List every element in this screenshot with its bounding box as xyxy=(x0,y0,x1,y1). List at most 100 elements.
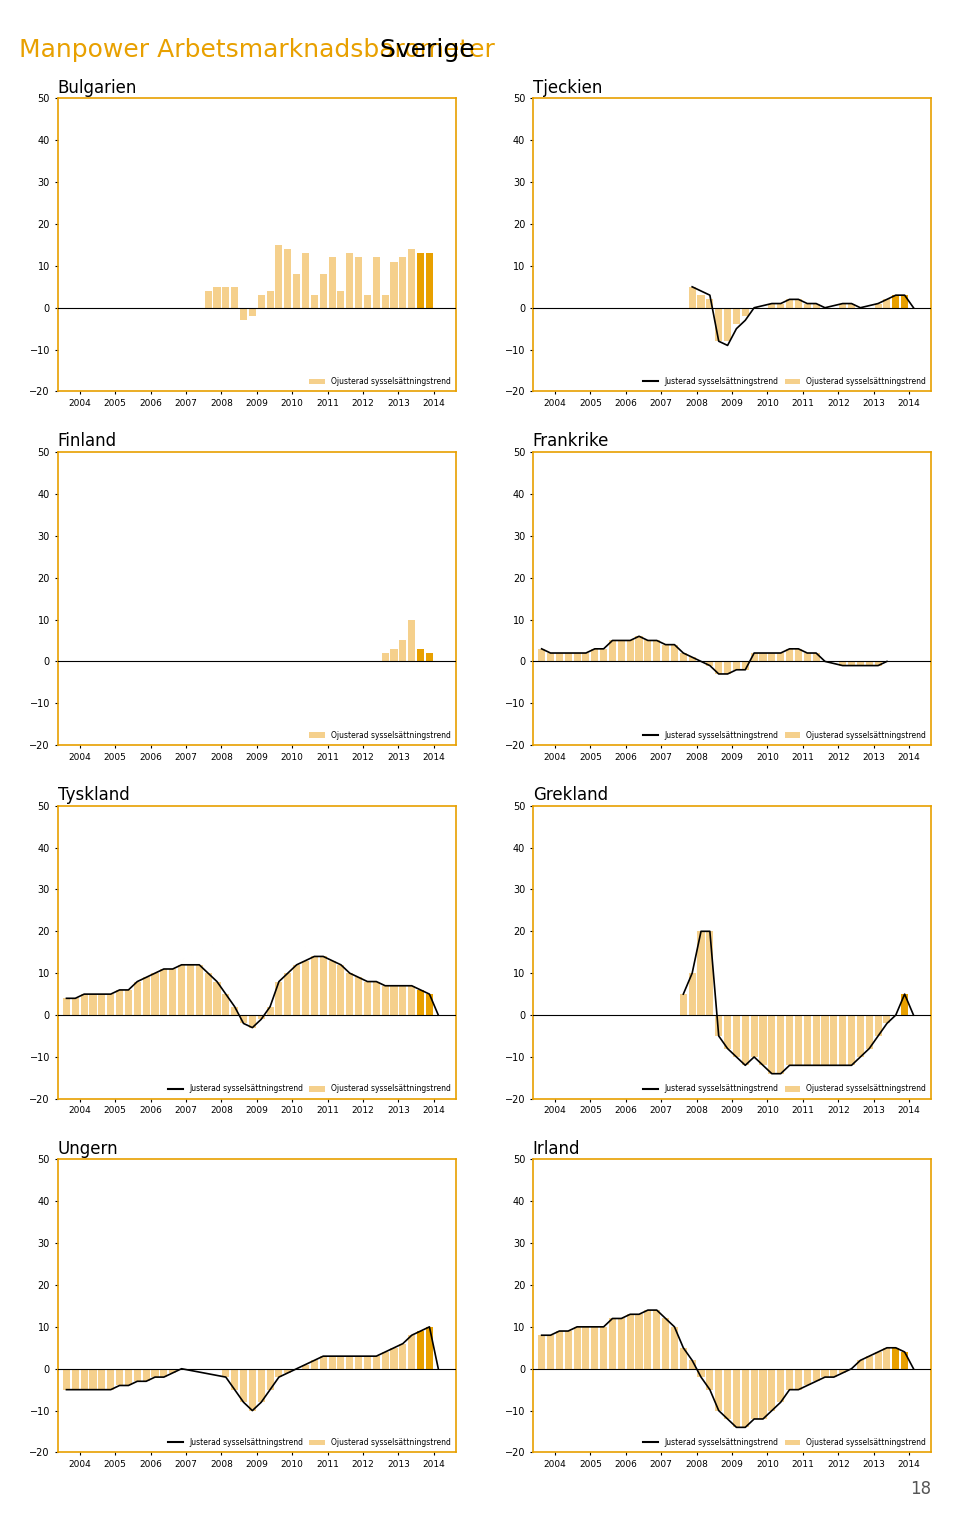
Bar xyxy=(391,1348,397,1369)
Bar xyxy=(257,295,265,307)
Legend: Justerad sysselsättningstrend, Ojusterad sysselsättningstrend: Justerad sysselsättningstrend, Ojusterad… xyxy=(165,1434,454,1449)
Text: Tjeckien: Tjeckien xyxy=(533,79,602,97)
Bar xyxy=(707,932,713,1015)
Bar xyxy=(724,661,732,673)
Bar xyxy=(231,287,238,307)
Bar xyxy=(267,1006,274,1015)
Bar xyxy=(742,1369,749,1427)
Bar xyxy=(564,1331,572,1369)
Legend: Justerad sysselsättningstrend, Ojusterad sysselsättningstrend: Justerad sysselsättningstrend, Ojusterad… xyxy=(640,1082,929,1097)
Bar xyxy=(901,295,908,307)
Bar xyxy=(688,287,696,307)
Bar xyxy=(618,640,625,661)
Bar xyxy=(830,1015,837,1065)
Bar xyxy=(223,287,229,307)
Bar xyxy=(98,1369,106,1389)
Bar xyxy=(249,1369,256,1410)
Bar xyxy=(382,986,389,1015)
Bar xyxy=(627,1315,634,1369)
Bar xyxy=(364,295,371,307)
Bar xyxy=(355,977,362,1015)
Legend: Ojusterad sysselsättningstrend: Ojusterad sysselsättningstrend xyxy=(306,374,454,389)
Bar xyxy=(426,1327,433,1369)
Bar xyxy=(196,965,203,1015)
Bar xyxy=(231,1369,238,1389)
Bar xyxy=(267,290,274,307)
Bar xyxy=(408,619,416,661)
Bar xyxy=(337,1356,345,1369)
Bar xyxy=(857,1015,864,1058)
Bar xyxy=(875,304,881,307)
Bar xyxy=(302,961,309,1015)
Bar xyxy=(257,1369,265,1403)
Bar xyxy=(293,965,300,1015)
Bar xyxy=(786,300,793,307)
Text: Ungern: Ungern xyxy=(58,1139,118,1157)
Bar xyxy=(901,994,908,1015)
Bar xyxy=(715,1369,722,1410)
Bar xyxy=(724,1369,732,1419)
Legend: Justerad sysselsättningstrend, Ojusterad sysselsättningstrend: Justerad sysselsättningstrend, Ojusterad… xyxy=(640,374,929,389)
Bar xyxy=(812,1369,820,1381)
Bar xyxy=(609,640,616,661)
Bar xyxy=(302,1365,309,1369)
Bar xyxy=(636,637,642,661)
Bar xyxy=(680,654,686,661)
Bar xyxy=(848,661,855,666)
Bar xyxy=(223,994,229,1015)
Bar xyxy=(732,1369,740,1427)
Bar xyxy=(751,1015,757,1058)
Bar xyxy=(240,1369,247,1403)
Bar xyxy=(204,290,211,307)
Bar xyxy=(133,1369,141,1381)
Bar xyxy=(284,250,291,307)
Bar xyxy=(583,654,589,661)
Bar xyxy=(408,986,416,1015)
Bar xyxy=(901,1353,908,1369)
Bar xyxy=(399,257,406,307)
Bar xyxy=(125,990,132,1015)
Bar xyxy=(276,245,282,307)
Legend: Ojusterad sysselsättningstrend: Ojusterad sysselsättningstrend xyxy=(306,728,454,743)
Bar xyxy=(830,1369,837,1377)
Bar xyxy=(382,295,389,307)
Bar xyxy=(804,1369,811,1386)
Bar xyxy=(556,654,563,661)
Bar xyxy=(812,304,820,307)
Bar xyxy=(328,257,336,307)
Bar xyxy=(768,304,776,307)
Bar xyxy=(742,307,749,316)
Bar xyxy=(320,956,326,1015)
Bar xyxy=(698,1369,705,1377)
Bar xyxy=(391,262,397,307)
Bar xyxy=(539,649,545,661)
Bar xyxy=(364,982,371,1015)
Bar xyxy=(152,973,158,1015)
Bar xyxy=(688,1360,696,1369)
Bar xyxy=(257,1015,265,1020)
Bar xyxy=(382,654,389,661)
Bar xyxy=(391,986,397,1015)
Bar xyxy=(399,1344,406,1369)
Bar xyxy=(63,999,70,1015)
Bar xyxy=(839,304,846,307)
Bar xyxy=(108,1369,114,1389)
Bar xyxy=(732,1015,740,1058)
Bar xyxy=(311,1360,318,1369)
Bar xyxy=(187,965,194,1015)
Bar xyxy=(399,986,406,1015)
Bar xyxy=(778,654,784,661)
Bar xyxy=(231,1006,238,1015)
Bar xyxy=(724,307,732,342)
Bar xyxy=(759,1369,766,1419)
Bar xyxy=(81,994,87,1015)
Bar xyxy=(417,990,424,1015)
Bar xyxy=(653,1310,660,1369)
Bar xyxy=(892,295,900,307)
Bar xyxy=(240,1015,247,1023)
Bar xyxy=(751,1369,757,1419)
Bar xyxy=(382,1353,389,1369)
Bar xyxy=(707,1369,713,1389)
Bar xyxy=(786,649,793,661)
Bar xyxy=(680,1348,686,1369)
